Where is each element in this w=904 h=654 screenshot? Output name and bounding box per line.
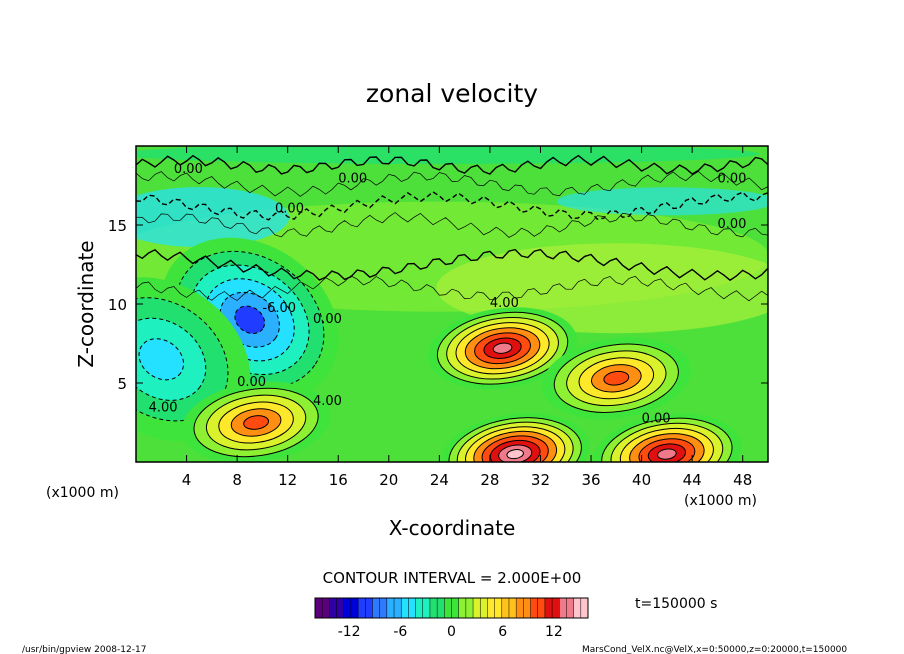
contour-label: 0.00	[275, 201, 304, 216]
time-label: t=150000 s	[635, 596, 717, 612]
contour-line	[136, 171, 768, 197]
field-region	[136, 146, 760, 164]
colorbar-tick-label: 12	[545, 624, 563, 640]
contour-lines	[136, 154, 768, 302]
x-unit-label: (x1000 m)	[684, 493, 757, 509]
colorbar-tick-label: 6	[498, 624, 507, 640]
velocity-field	[136, 146, 768, 462]
contour-label: 0.00	[313, 312, 342, 327]
y-unit-label: (x1000 m)	[46, 485, 119, 501]
chart-title: zonal velocity	[366, 79, 538, 108]
x-tick-label: 44	[683, 471, 702, 489]
colorbar-tick-label: 0	[447, 624, 456, 640]
x-tick-label: 12	[278, 471, 297, 489]
x-tick-label: 48	[733, 471, 752, 489]
x-tick-label: 24	[430, 471, 449, 489]
footer-left: /usr/bin/gpview 2008-12-17	[22, 645, 146, 654]
field-region	[556, 187, 768, 216]
y-tick-label: 10	[108, 296, 127, 314]
y-tick-label: 15	[108, 217, 127, 235]
x-tick-label: 40	[632, 471, 651, 489]
colorbar-tick-label: -12	[338, 624, 361, 640]
x-tick-label: 20	[379, 471, 398, 489]
colorbar-frame	[314, 597, 589, 619]
x-axis-label: X-coordinate	[389, 516, 516, 540]
y-axis: 5 10 15	[108, 217, 768, 393]
contour-label: 0.00	[338, 171, 367, 186]
x-tick-label: 16	[329, 471, 348, 489]
x-tick-label: 32	[531, 471, 550, 489]
y-axis-label: Z-coordinate	[74, 240, 98, 367]
contour-interval-text: CONTOUR INTERVAL = 2.000E+00	[323, 569, 582, 587]
velocity-maximum	[506, 449, 524, 460]
plot-area	[136, 146, 768, 462]
x-tick-label: 36	[581, 471, 600, 489]
x-tick-label: 4	[182, 471, 192, 489]
x-tick-label: 8	[232, 471, 242, 489]
y-tick-label: 5	[117, 375, 127, 393]
contour-label: 4.00	[490, 296, 519, 311]
velocity-maximum	[657, 448, 677, 460]
contour-labels: 0.00 0.00 0.00 0.00 0.00 4.00 -6.00 0.00 0.00 4.0…	[149, 162, 747, 427]
contour-line	[136, 191, 768, 221]
x-axis: 4 8 12 16 20 24 28 32 36 40 44 48	[182, 146, 752, 489]
contour-line	[136, 248, 768, 282]
velocity-maximum	[603, 370, 630, 386]
contour-label: 0.00	[717, 171, 746, 186]
velocity-minimum	[234, 305, 266, 334]
footer-right: MarsCond_VelX.nc@VelX,x=0:50000,z=0:2000…	[582, 645, 847, 654]
contour-label: 0.00	[237, 375, 266, 390]
contour-label: 0.00	[642, 412, 671, 427]
velocity-maximum	[492, 342, 513, 354]
x-tick-label: 28	[480, 471, 499, 489]
contour-label: 4.00	[313, 394, 342, 409]
colorbar: -12 -6 0 6 12	[314, 597, 589, 640]
contour-label: 0.00	[717, 217, 746, 232]
contour-line	[136, 212, 768, 238]
contour-label: 4.00	[149, 400, 178, 415]
contour-label: -6.00	[262, 301, 296, 316]
velocity-maximum	[243, 415, 269, 430]
contour-line	[136, 275, 768, 302]
contour-label: 0.00	[174, 162, 203, 177]
velocity-minimum	[138, 338, 185, 381]
colorbar-tick-label: -6	[393, 624, 407, 640]
contour-line	[136, 154, 768, 175]
